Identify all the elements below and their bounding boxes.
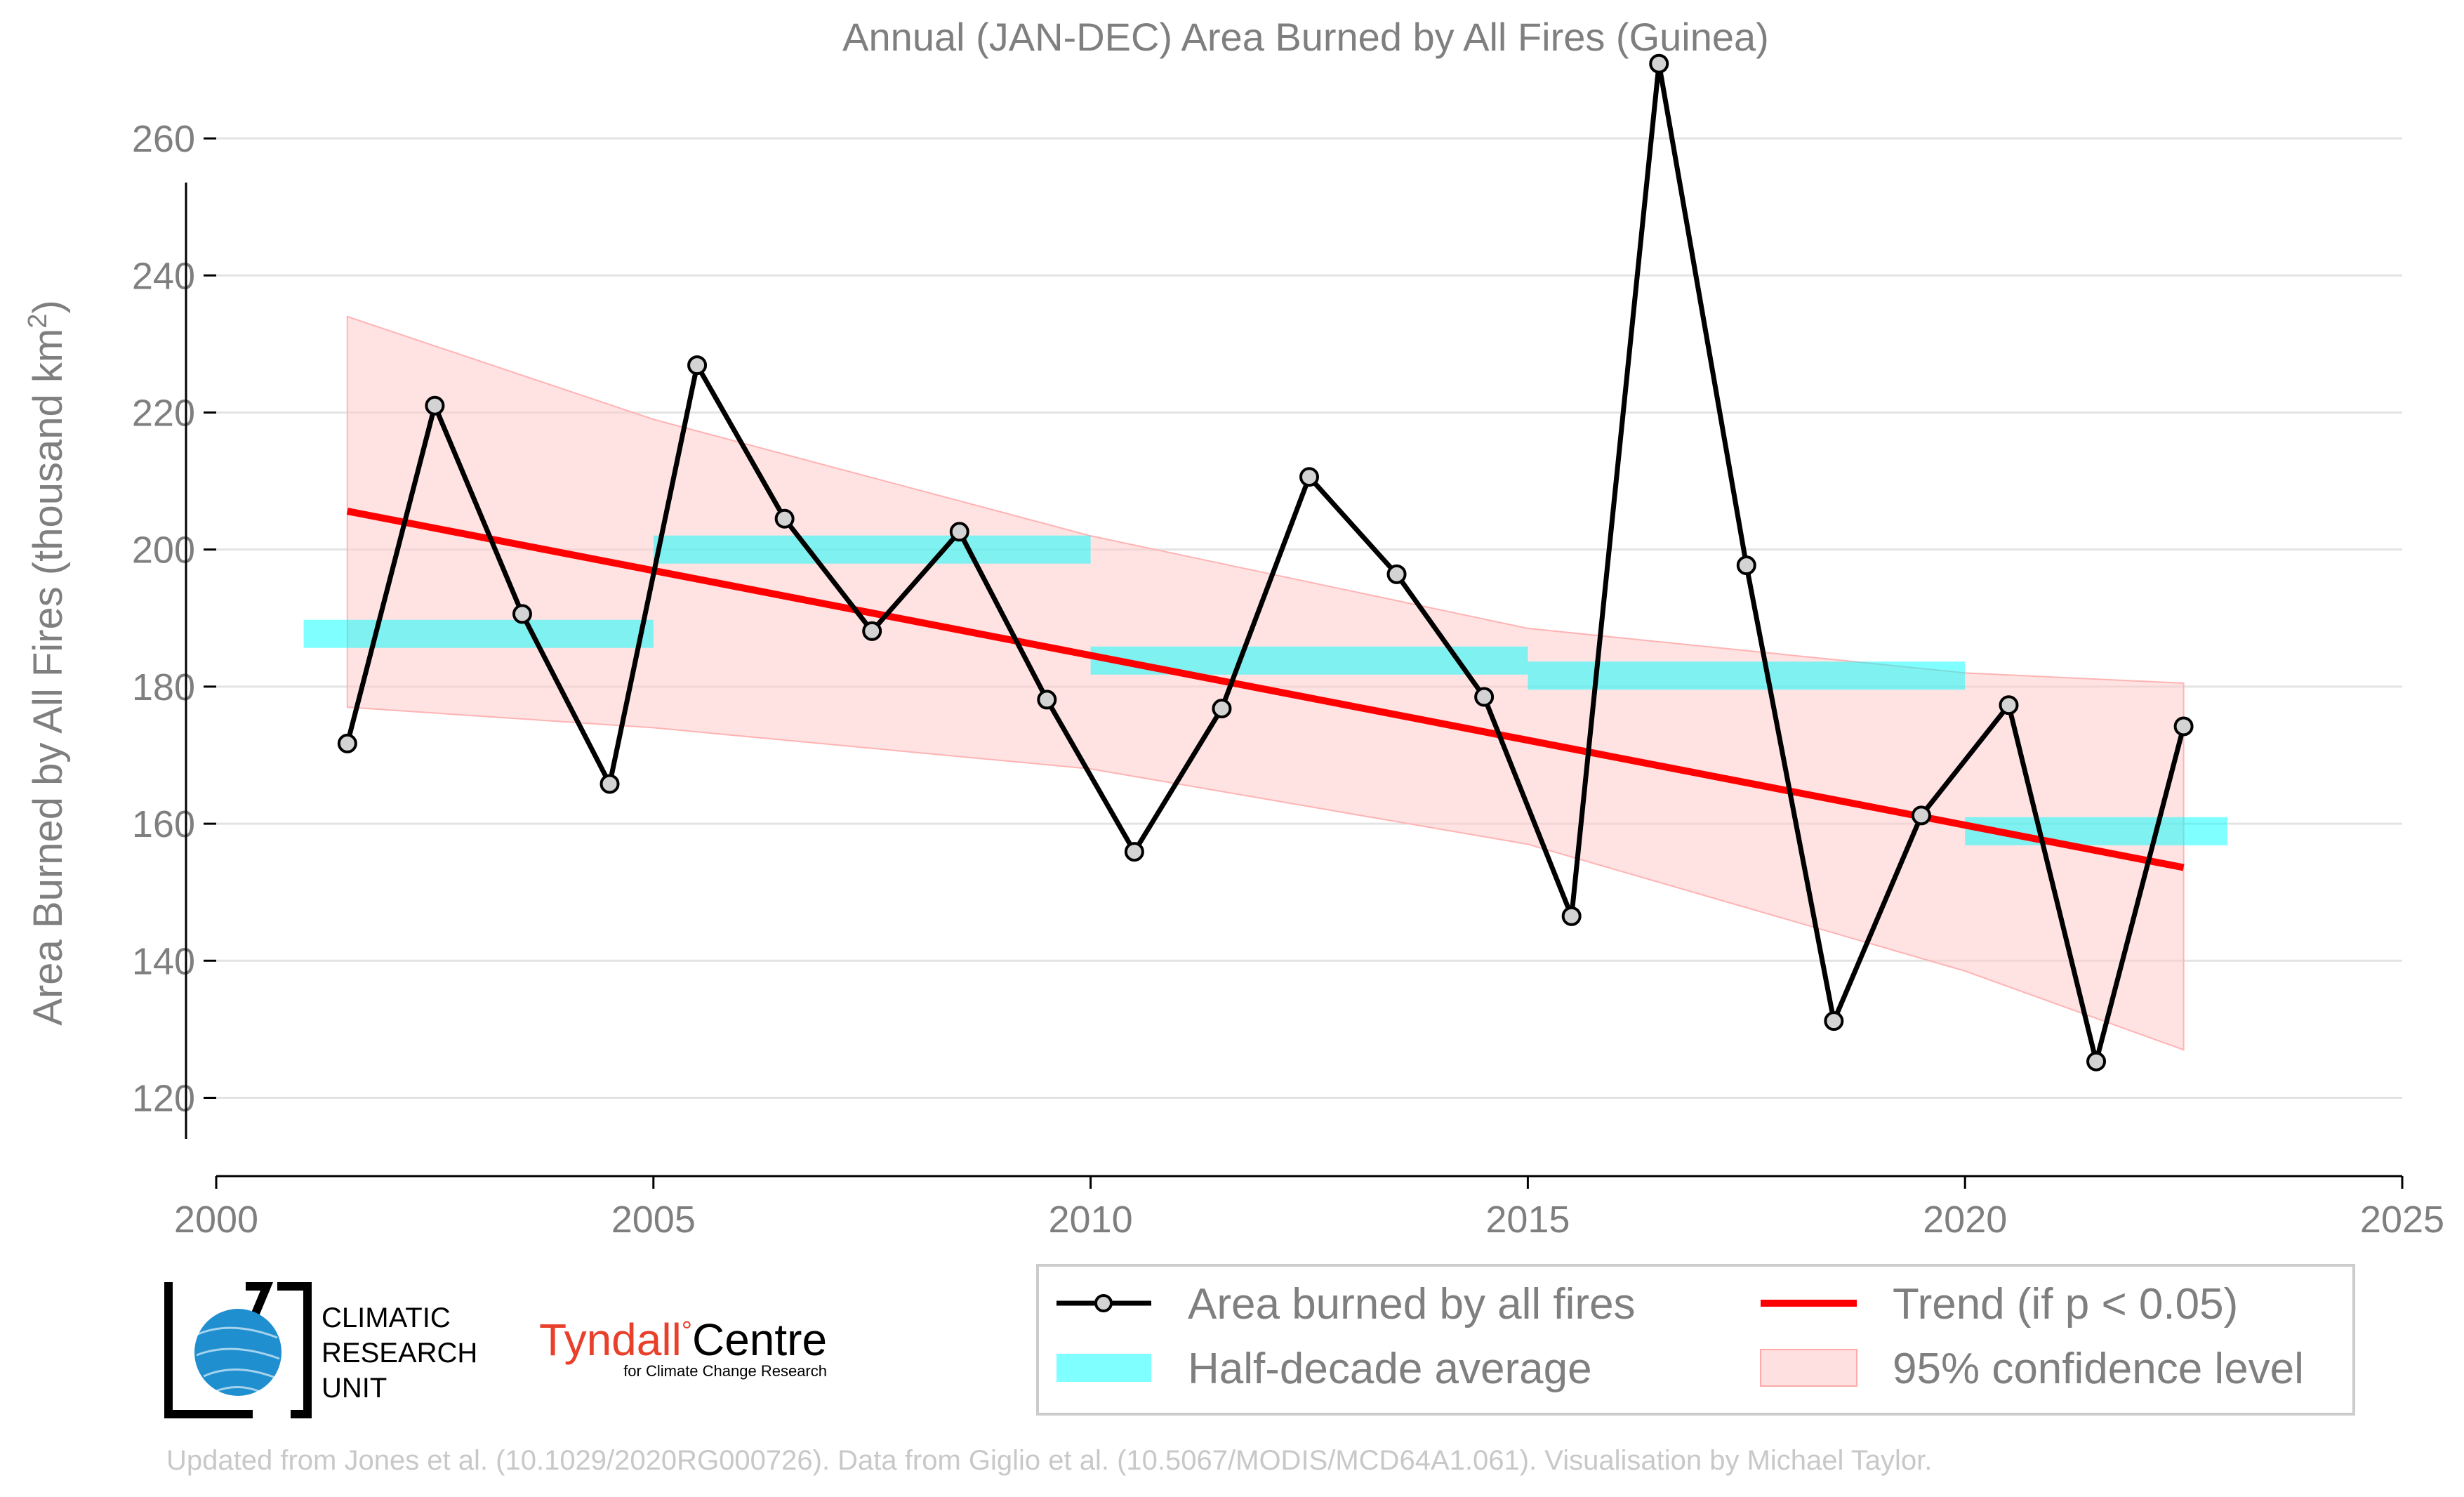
legend: Area burned by all fires Half-decade ave… (1036, 1264, 2355, 1416)
legend-marker-area-burned (1094, 1294, 1113, 1312)
series-line (345, 61, 2186, 1064)
globe-icon (194, 1309, 281, 1396)
data-point-2013.5 (1386, 564, 1407, 584)
data-point-2012.5 (1299, 467, 1319, 487)
data-point-2014.5 (1474, 687, 1495, 707)
y-tick-label-220: 220 (132, 392, 195, 434)
data-point-2011.5 (1212, 699, 1232, 719)
data-point-2005.5 (687, 355, 708, 376)
half-decade-bar-1 (653, 535, 1091, 564)
y-tick-label-120: 120 (132, 1077, 195, 1119)
tyndall-wordmark: Tyndall°Centre (539, 1314, 827, 1365)
cru-logo-frame (164, 1282, 312, 1418)
data-point-2021.5 (2086, 1051, 2107, 1071)
legend-label-confidence: 95% confidence level (1893, 1345, 2304, 1393)
data-point-2006.5 (774, 508, 795, 529)
data-point-2001.5 (337, 733, 357, 753)
y-tick-label-140: 140 (132, 940, 195, 982)
data-point-2022.5 (2173, 716, 2194, 737)
x-tick-label-2020: 2020 (1923, 1199, 2007, 1241)
half-decade-bar-0 (303, 619, 654, 648)
cru-line-2: RESEARCH (322, 1338, 477, 1369)
axes: 120 140 160 180 200 220 240 260 2000 2005 2010 2015… (132, 118, 2444, 1241)
legend-label-half-decade: Half-decade average (1188, 1345, 1592, 1393)
y-tick-label-200: 200 (132, 529, 195, 572)
half-decade-bar-3 (1528, 661, 1966, 690)
legend-swatch-confidence (1760, 1349, 1857, 1387)
y-tick-label-180: 180 (132, 666, 195, 708)
chart-title: Annual (JAN-DEC) Area Burned by All Fire… (842, 15, 1769, 59)
legend-frame (1036, 1264, 2355, 1416)
data-point-2015.5 (1561, 906, 1582, 926)
data-point-2020.5 (1999, 695, 2019, 715)
cru-logo: CLIMATIC RESEARCH UNIT (164, 1282, 477, 1418)
legend-swatch-half-decade (1057, 1354, 1151, 1382)
data-point-2003.5 (512, 604, 532, 624)
data-point-2007.5 (862, 621, 882, 641)
footer-credits: Updated from Jones et al. (10.1029/2020R… (166, 1445, 1932, 1476)
y-tick-label-260: 260 (132, 118, 195, 160)
x-tick-label-2010: 2010 (1049, 1199, 1133, 1241)
data-point-2002.5 (425, 395, 445, 416)
globe-lines-icon (196, 1326, 280, 1394)
data-point-2016.5 (1649, 53, 1669, 74)
y-tick-label-160: 160 (132, 803, 195, 845)
x-tick-label-2000: 2000 (174, 1199, 258, 1241)
x-tick-label-2015: 2015 (1485, 1199, 1570, 1241)
data-point-2019.5 (1911, 805, 1931, 826)
y-axis-label: Area Burned by All Fires (thousand km2) (23, 300, 71, 1025)
data-point-2004.5 (600, 774, 620, 794)
x-tick-label-2005: 2005 (611, 1199, 696, 1241)
data-point-2018.5 (1824, 1011, 1844, 1031)
data-point-2008.5 (949, 522, 969, 542)
data-point-2009.5 (1037, 690, 1057, 710)
tyndall-subtitle: for Climate Change Research (623, 1362, 827, 1380)
data-point-2017.5 (1736, 555, 1756, 576)
data-point-2010.5 (1124, 842, 1144, 862)
cru-line-3: UNIT (322, 1373, 387, 1404)
cru-line-1: CLIMATIC (322, 1303, 451, 1333)
half-decade-averages (303, 535, 2227, 845)
y-tick-label-240: 240 (132, 255, 195, 297)
tyndall-logo: Tyndall°Centre for Climate Change Resear… (539, 1314, 827, 1380)
data-series (337, 53, 2194, 1071)
x-tick-label-2025: 2025 (2360, 1199, 2444, 1241)
legend-label-trend: Trend (if p < 0.05) (1893, 1280, 2238, 1328)
legend-label-area-burned: Area burned by all fires (1188, 1280, 1636, 1328)
